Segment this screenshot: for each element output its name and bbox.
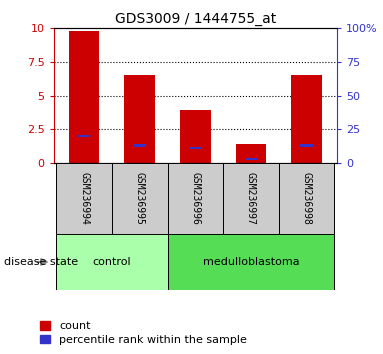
Bar — [245, 158, 257, 160]
Bar — [223, 163, 279, 234]
Bar — [236, 144, 266, 163]
Bar — [69, 31, 100, 163]
Text: medulloblastoma: medulloblastoma — [203, 257, 299, 267]
Text: GSM236996: GSM236996 — [190, 172, 200, 225]
Bar — [56, 234, 167, 290]
Text: disease state: disease state — [4, 257, 78, 267]
Bar — [167, 234, 334, 290]
Text: GSM236995: GSM236995 — [135, 172, 145, 225]
Bar — [167, 163, 223, 234]
Bar — [291, 75, 322, 163]
Bar — [180, 110, 211, 163]
Title: GDS3009 / 1444755_at: GDS3009 / 1444755_at — [115, 12, 276, 26]
Bar — [78, 135, 90, 137]
Bar — [112, 163, 167, 234]
Text: GSM236997: GSM236997 — [246, 172, 256, 225]
Text: GSM236994: GSM236994 — [79, 172, 89, 225]
Bar — [124, 75, 155, 163]
Bar — [300, 144, 313, 147]
Bar — [134, 144, 146, 147]
Bar — [279, 163, 334, 234]
Text: control: control — [93, 257, 131, 267]
Legend: count, percentile rank within the sample: count, percentile rank within the sample — [40, 321, 247, 345]
Bar — [56, 163, 112, 234]
Bar — [189, 147, 201, 149]
Text: GSM236998: GSM236998 — [301, 172, 311, 225]
